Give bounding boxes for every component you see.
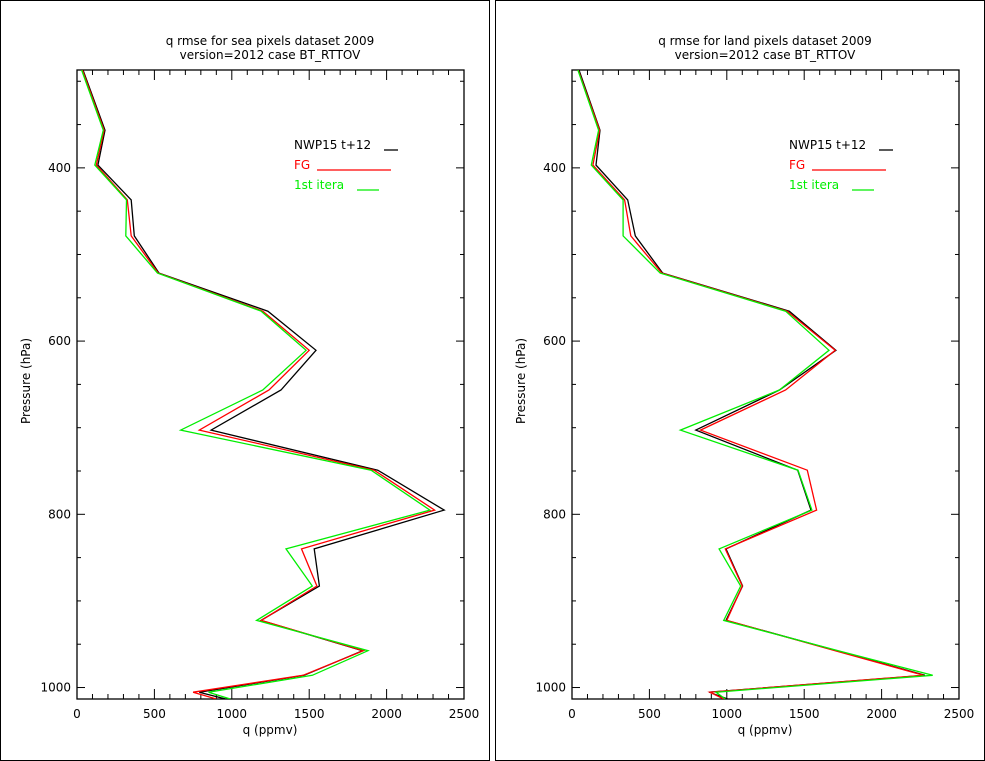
series-line-1st-itera [577,70,933,699]
legend-label: NWP15 t+12 [789,138,866,152]
legend-label: FG [294,158,310,172]
x-tick-label: 2000 [371,707,402,721]
plot-frame [571,69,960,700]
x-tick-label: 2500 [449,707,480,721]
series-group [80,70,446,699]
series-line-fg [577,70,924,699]
y-tick-label: 1000 [535,681,566,695]
series-line-fg [81,70,437,699]
x-tick-label: 1000 [712,707,743,721]
x-tick-label: 1500 [789,707,820,721]
y-axis-label: Pressure (hPa) [19,338,33,424]
sea-pixels-chart: q rmse for sea pixels dataset 2009versio… [19,34,480,737]
y-tick-label: 400 [48,161,71,175]
series-group [577,70,933,699]
y-tick-label: 800 [48,507,71,521]
y-tick-label: 400 [543,161,566,175]
series-line-1st-itera [80,70,432,699]
legend-label: 1st itera [789,178,839,192]
x-tick-label: 1500 [294,707,325,721]
y-tick-label: 800 [543,507,566,521]
y-tick-label: 1000 [40,681,71,695]
x-tick-label: 2500 [944,707,975,721]
x-tick-label: 500 [638,707,661,721]
legend-label: NWP15 t+12 [294,138,371,152]
chart-title-line: q rmse for sea pixels dataset 2009 [166,34,375,48]
sea-pixels-chart-panel: q rmse for sea pixels dataset 2009 versio… [0,0,490,761]
chart-title-line: version=2012 case BT_RTTOV [180,48,361,62]
x-axis-label: q (ppmv) [243,723,298,737]
x-tick-label: 500 [143,707,166,721]
x-tick-label: 0 [73,707,81,721]
legend-label: 1st itera [294,178,344,192]
land-pixels-chart: q rmse for land pixels dataset 2009versi… [514,34,975,737]
x-axis-label: q (ppmv) [738,723,793,737]
y-axis-label: Pressure (hPa) [514,338,528,424]
series-line-nwp15-t-12 [578,70,926,699]
series-line-nwp15-t-12 [82,70,446,699]
land-pixels-chart-panel: q rmse for land pixels dataset 2009 versi… [495,0,985,761]
legend-label: FG [789,158,805,172]
chart-title-line: version=2012 case BT_RTTOV [675,48,856,62]
plot-frame [76,69,465,700]
x-tick-label: 0 [568,707,576,721]
y-tick-label: 600 [48,334,71,348]
x-tick-label: 2000 [866,707,897,721]
x-tick-label: 1000 [217,707,248,721]
y-tick-label: 600 [543,334,566,348]
chart-title-line: q rmse for land pixels dataset 2009 [658,34,872,48]
